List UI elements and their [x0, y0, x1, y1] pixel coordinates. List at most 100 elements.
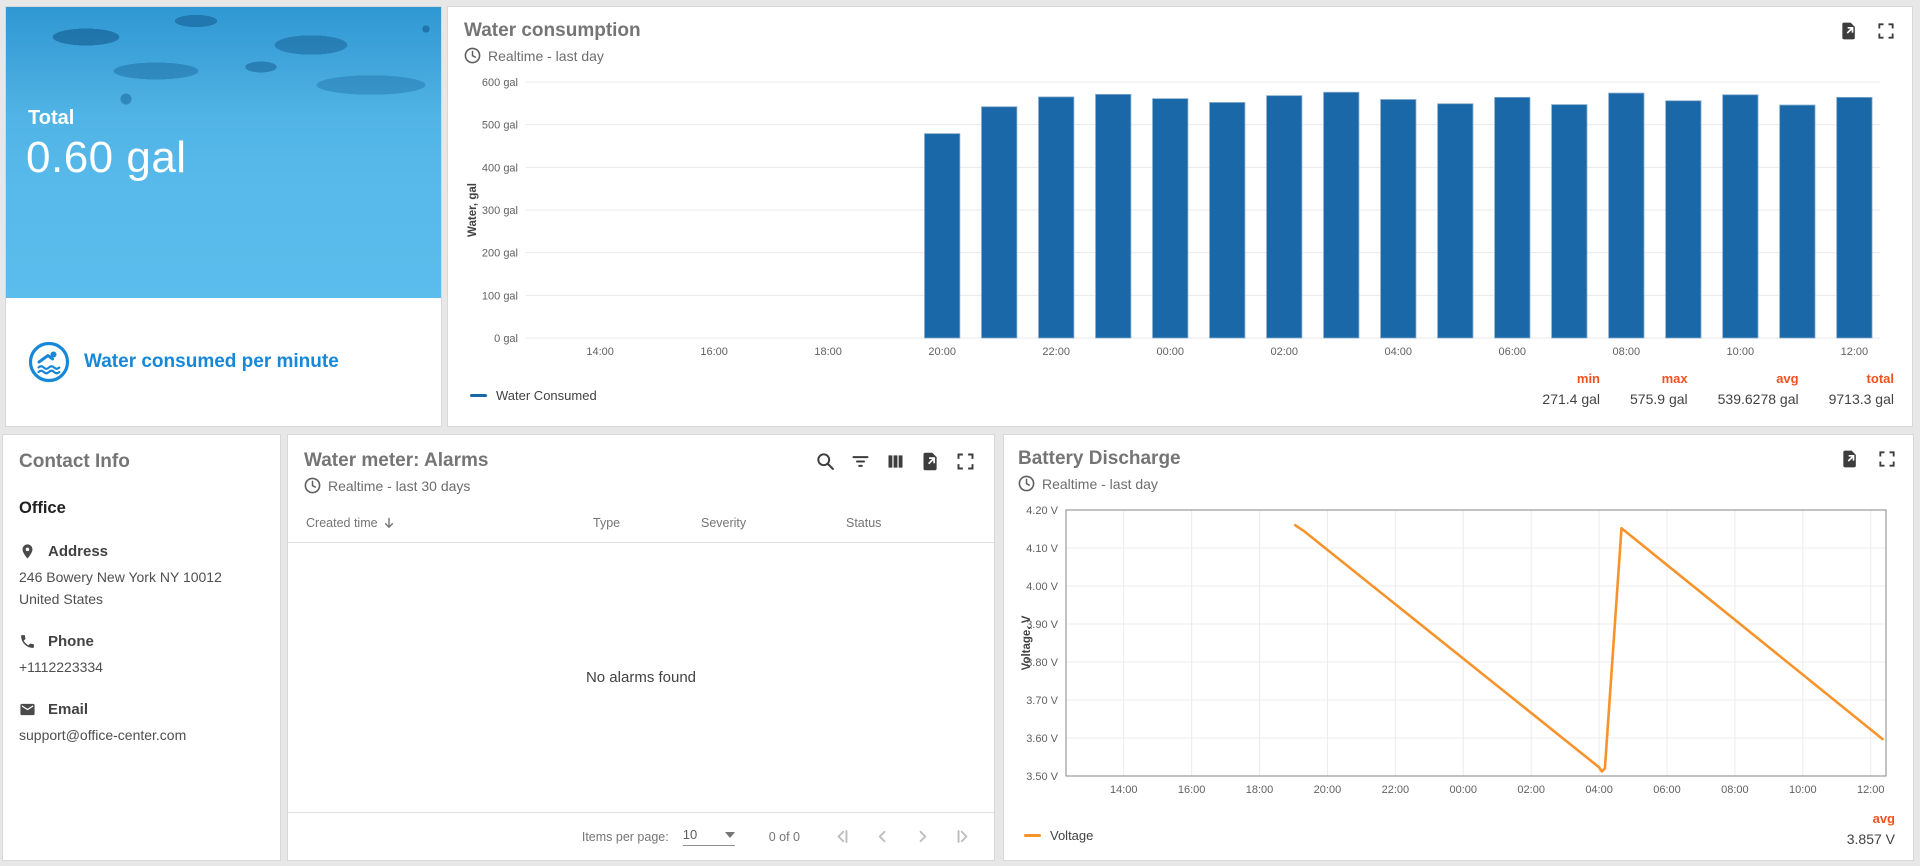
- stat-max: max 575.9 gal: [1630, 371, 1688, 407]
- svg-text:20:00: 20:00: [928, 346, 956, 358]
- total-water-card: Total 0.60 gal Water consumed per minute: [5, 6, 442, 427]
- column-header-created-time[interactable]: Created time: [306, 516, 593, 530]
- svg-text:06:00: 06:00: [1499, 346, 1527, 358]
- address-line-1: 246 Bowery New York NY 10012: [19, 569, 222, 585]
- water-chart-stats: min 271.4 gal max 575.9 gal avg 539.6278…: [1542, 371, 1894, 407]
- alarms-paginator: Items per page: 10 0 of 0: [288, 812, 994, 860]
- page-range-label: 0 of 0: [768, 829, 800, 844]
- svg-text:4.10 V: 4.10 V: [1026, 543, 1058, 555]
- columns-icon[interactable]: [885, 451, 906, 472]
- battery-timewindow[interactable]: Realtime - last day: [1018, 475, 1899, 492]
- alarms-timewindow[interactable]: Realtime - last 30 days: [304, 477, 978, 494]
- svg-text:22:00: 22:00: [1042, 346, 1070, 358]
- svg-text:3.80 V: 3.80 V: [1026, 657, 1058, 669]
- stat-avg: avg 3.857 V: [1846, 811, 1895, 847]
- svg-text:00:00: 00:00: [1156, 346, 1184, 358]
- search-icon[interactable]: [815, 451, 836, 472]
- water-chart-legend[interactable]: Water Consumed: [470, 388, 597, 407]
- export-icon[interactable]: [1840, 449, 1860, 469]
- battery-discharge-title: Battery Discharge: [1018, 448, 1181, 469]
- svg-text:Water, gal: Water, gal: [467, 183, 479, 237]
- column-header-status[interactable]: Status: [846, 516, 882, 530]
- export-icon[interactable]: [920, 451, 941, 472]
- svg-text:300 gal: 300 gal: [482, 205, 518, 217]
- svg-text:04:00: 04:00: [1384, 346, 1412, 358]
- filter-icon[interactable]: [850, 451, 871, 472]
- contact-info-title: Contact Info: [19, 451, 130, 472]
- svg-text:18:00: 18:00: [1246, 784, 1274, 796]
- svg-text:3.50 V: 3.50 V: [1026, 771, 1058, 783]
- legend-color-swatch: [470, 394, 487, 397]
- svg-text:02:00: 02:00: [1270, 346, 1298, 358]
- svg-text:Voltage, V: Voltage, V: [1021, 615, 1033, 670]
- svg-text:12:00: 12:00: [1857, 784, 1885, 796]
- svg-text:02:00: 02:00: [1517, 784, 1545, 796]
- svg-text:0 gal: 0 gal: [494, 333, 518, 345]
- previous-page-button[interactable]: [862, 817, 902, 857]
- email-label: Email: [48, 701, 89, 718]
- alarms-timewindow-label: Realtime - last 30 days: [328, 477, 471, 494]
- alarms-widget: Water meter: Alarms Realtime - last 30 d…: [287, 434, 995, 861]
- contact-section-address: Address 246 Bowery New York NY 10012 Uni…: [19, 543, 264, 608]
- fullscreen-icon[interactable]: [955, 451, 976, 472]
- legend-label: Voltage: [1050, 828, 1094, 843]
- no-alarms-message: No alarms found: [585, 669, 697, 686]
- contact-section-phone: Phone +1112223334: [19, 633, 264, 676]
- svg-text:3.90 V: 3.90 V: [1026, 619, 1058, 631]
- address-label: Address: [48, 543, 109, 560]
- water-background-image: Total 0.60 gal: [6, 7, 441, 298]
- contact-section-email: Email support@office-center.com: [19, 701, 264, 744]
- water-consumption-widget: Water consumption Realtime - last day 0 …: [447, 6, 1913, 427]
- next-page-button[interactable]: [902, 817, 942, 857]
- battery-discharge-line-chart: 3.50 V 3.60 V 3.70 V 3.80 V 3.90 V 4.00 V 4.10…: [1021, 505, 1887, 796]
- contact-entity-name: Office: [19, 499, 66, 517]
- water-consumed-per-minute-link[interactable]: Water consumed per minute: [6, 298, 441, 426]
- clock-icon: [464, 47, 481, 64]
- total-label: Total: [28, 107, 75, 129]
- phone-icon: [21, 635, 34, 648]
- phone-label: Phone: [48, 633, 94, 650]
- svg-text:100 gal: 100 gal: [482, 290, 518, 302]
- water-consumption-timewindow-label: Realtime - last day: [488, 47, 604, 64]
- svg-text:10:00: 10:00: [1789, 784, 1817, 796]
- address-line-2: United States: [19, 591, 104, 607]
- battery-discharge-widget: Battery Discharge Realtime - last day 3.…: [1003, 434, 1914, 861]
- legend-label: Water Consumed: [496, 388, 597, 403]
- fullscreen-icon[interactable]: [1876, 21, 1896, 41]
- svg-text:08:00: 08:00: [1613, 346, 1641, 358]
- svg-text:20:00: 20:00: [1314, 784, 1342, 796]
- column-header-type[interactable]: Type: [593, 516, 621, 530]
- svg-text:4.00 V: 4.00 V: [1026, 581, 1058, 593]
- clock-icon: [1018, 475, 1035, 492]
- svg-text:14:00: 14:00: [586, 346, 614, 358]
- svg-text:3.70 V: 3.70 V: [1026, 695, 1058, 707]
- battery-chart-legend[interactable]: Voltage: [1024, 828, 1093, 847]
- legend-color-swatch: [1024, 834, 1041, 837]
- water-consumed-per-minute-label: Water consumed per minute: [84, 351, 339, 372]
- column-header-severity[interactable]: Severity: [701, 516, 747, 530]
- clock-icon: [304, 477, 321, 494]
- email-value: support@office-center.com: [19, 727, 187, 743]
- location-pin-icon: [22, 544, 33, 559]
- water-consumption-timewindow[interactable]: Realtime - last day: [464, 47, 1898, 64]
- stat-min: min 271.4 gal: [1542, 371, 1601, 407]
- svg-text:200 gal: 200 gal: [482, 248, 518, 260]
- phone-value: +1112223334: [19, 659, 103, 675]
- dropdown-caret-icon: [724, 831, 735, 838]
- first-page-button[interactable]: [822, 817, 862, 857]
- svg-text:3.60 V: 3.60 V: [1026, 733, 1058, 745]
- sort-descending-icon: [384, 517, 393, 528]
- export-icon[interactable]: [1839, 21, 1859, 41]
- alarms-table-header: Created time Type Severity Status: [288, 516, 994, 543]
- last-page-button[interactable]: [942, 817, 982, 857]
- svg-text:16:00: 16:00: [1178, 784, 1206, 796]
- svg-text:600 gal: 600 gal: [482, 77, 518, 89]
- swimmer-icon: [28, 341, 70, 383]
- svg-text:18:00: 18:00: [814, 346, 842, 358]
- items-per-page-select[interactable]: 10: [682, 827, 735, 846]
- stat-total: total 9713.3 gal: [1828, 371, 1894, 407]
- svg-text:04:00: 04:00: [1585, 784, 1613, 796]
- svg-text:08:00: 08:00: [1721, 784, 1749, 796]
- fullscreen-icon[interactable]: [1877, 449, 1897, 469]
